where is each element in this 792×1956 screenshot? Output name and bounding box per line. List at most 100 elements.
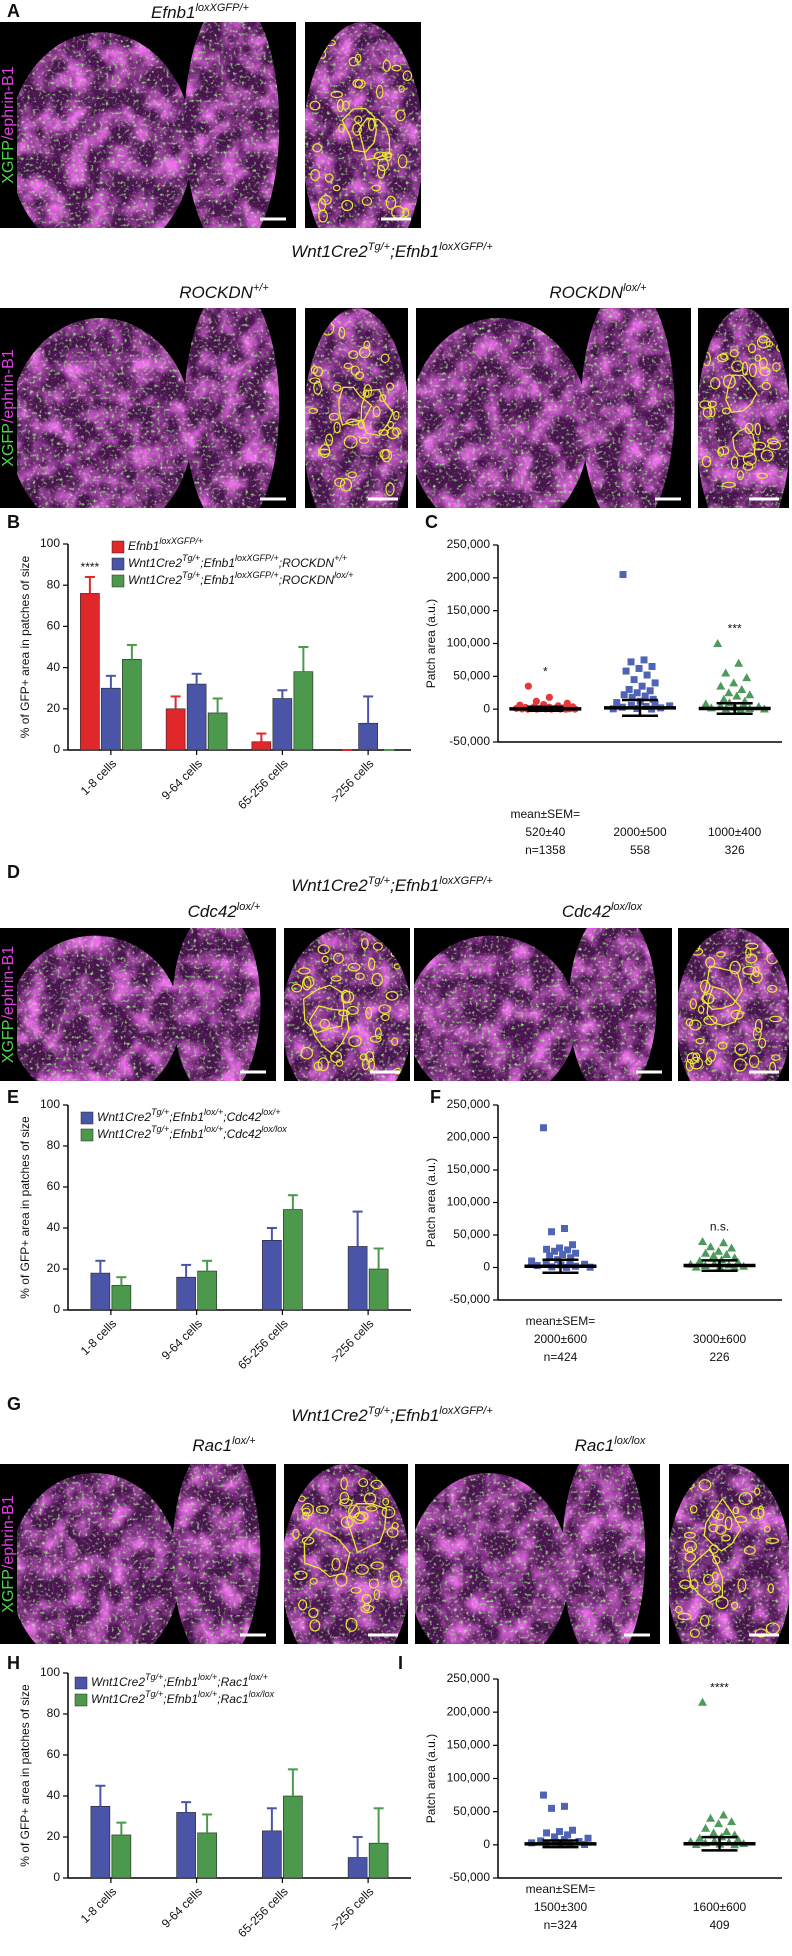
text-run: ;Efnb1 [169, 1127, 204, 1141]
bar [111, 1285, 132, 1311]
error-bar [287, 1768, 298, 1796]
patch-outline [339, 1498, 353, 1507]
error-bar [701, 1835, 738, 1852]
patch-outline [354, 115, 363, 124]
patch-outline [729, 349, 739, 358]
stats-header: mean±SEM= [526, 1314, 596, 1328]
data-point [539, 1124, 547, 1132]
patch-outline [330, 90, 343, 99]
patch-outline [302, 984, 345, 1034]
patch-outline [765, 340, 774, 348]
data-point [716, 681, 726, 690]
patch-outline [709, 406, 716, 418]
legend-swatch [80, 1111, 94, 1125]
y-tick-label: 40 [47, 1220, 61, 1234]
y-tick-label: 60 [47, 1179, 61, 1193]
patch-outline [737, 1578, 747, 1593]
x-tick-label: 65-256 cells [235, 1316, 291, 1372]
data-point [537, 1837, 545, 1845]
patch-outline [758, 357, 768, 370]
patch-outline [702, 407, 713, 418]
patch-outline [369, 1035, 382, 1043]
patch-outline [292, 1528, 300, 1540]
tissue [17, 1464, 261, 1644]
tissue [17, 928, 261, 1081]
patch-outline [677, 1612, 692, 1621]
superscript: loxXGFP/+ [235, 553, 279, 563]
panel-heading: Wnt1Cre2Tg/+;Efnb1loxXGFP/+ [291, 875, 493, 896]
y-tick-label: 200,000 [447, 1704, 491, 1718]
patch-outline [710, 377, 721, 390]
gfp-signal [17, 928, 261, 1081]
patch-outline [754, 354, 762, 362]
patch-outline [708, 1523, 719, 1533]
patch-outline [674, 1605, 683, 1614]
bar [90, 1805, 111, 1879]
patch-outline [338, 123, 345, 133]
data-point [727, 1817, 737, 1826]
y-tick-label: 100 [40, 1665, 60, 1679]
patch-outline [397, 154, 408, 169]
patch-outline [319, 1018, 331, 1029]
y-tick-label: 0 [53, 1302, 60, 1316]
data-point [719, 694, 729, 703]
bar [197, 1270, 217, 1311]
bar [122, 659, 142, 751]
data-point [698, 1237, 708, 1245]
data-point [613, 699, 621, 707]
data-point [701, 699, 711, 708]
patch-outline [328, 412, 340, 421]
text-run: ROCKDN [179, 283, 253, 302]
patch-outline [341, 100, 350, 110]
patch-outline [754, 1018, 763, 1033]
error-bar [277, 689, 288, 699]
data-point [727, 1243, 737, 1252]
patch-outline [354, 1511, 369, 1522]
superscript: Tg/+ [151, 1107, 169, 1117]
patch-outline [368, 1058, 375, 1071]
patch-outline [308, 407, 319, 414]
panel-letter: F [430, 1087, 441, 1107]
patch-outline [723, 374, 736, 389]
sample-size: n=424 [544, 1350, 578, 1364]
patch-outline [752, 966, 760, 978]
patch-outline [370, 1561, 384, 1570]
y-tick-label: 40 [47, 660, 61, 674]
y-tick-label: 50,000 [453, 1804, 490, 1818]
data-point [548, 1804, 556, 1812]
data-point [721, 668, 731, 677]
patch-outline [381, 448, 393, 463]
significance: * [543, 664, 548, 678]
patch-outline [754, 1628, 768, 1638]
patch-outline [767, 984, 778, 993]
sample-size: n=324 [544, 1918, 578, 1932]
bar [90, 1272, 111, 1311]
data-point [625, 685, 633, 693]
patch-outline [699, 1614, 710, 1627]
superscript: +/+ [253, 282, 269, 294]
patch-outline [354, 79, 366, 89]
legend-swatch [74, 1693, 88, 1707]
stain-strip [0, 308, 17, 508]
data-point [709, 1251, 719, 1260]
patch-outline [398, 85, 405, 93]
data-point [566, 1258, 574, 1266]
mean-sem: 1600±600 [693, 1900, 747, 1914]
superscript: lox/+ [204, 1107, 223, 1117]
patch-outline [391, 64, 402, 72]
data-point [648, 662, 656, 670]
patch-outline [748, 363, 757, 378]
patch-outline [361, 196, 373, 207]
patch-outline [309, 100, 321, 111]
patch-outline [748, 1054, 760, 1068]
y-tick-label: 0 [53, 742, 60, 756]
patch-outline [386, 382, 395, 391]
patch-outline [335, 1059, 344, 1067]
patch-outline [294, 1570, 308, 1581]
text-run: Cdc42 [188, 902, 238, 921]
patch-outline [381, 151, 393, 158]
text-run: Wnt1Cre2 [291, 242, 368, 261]
patch-outline [712, 1555, 721, 1565]
patch-outline [352, 122, 362, 136]
